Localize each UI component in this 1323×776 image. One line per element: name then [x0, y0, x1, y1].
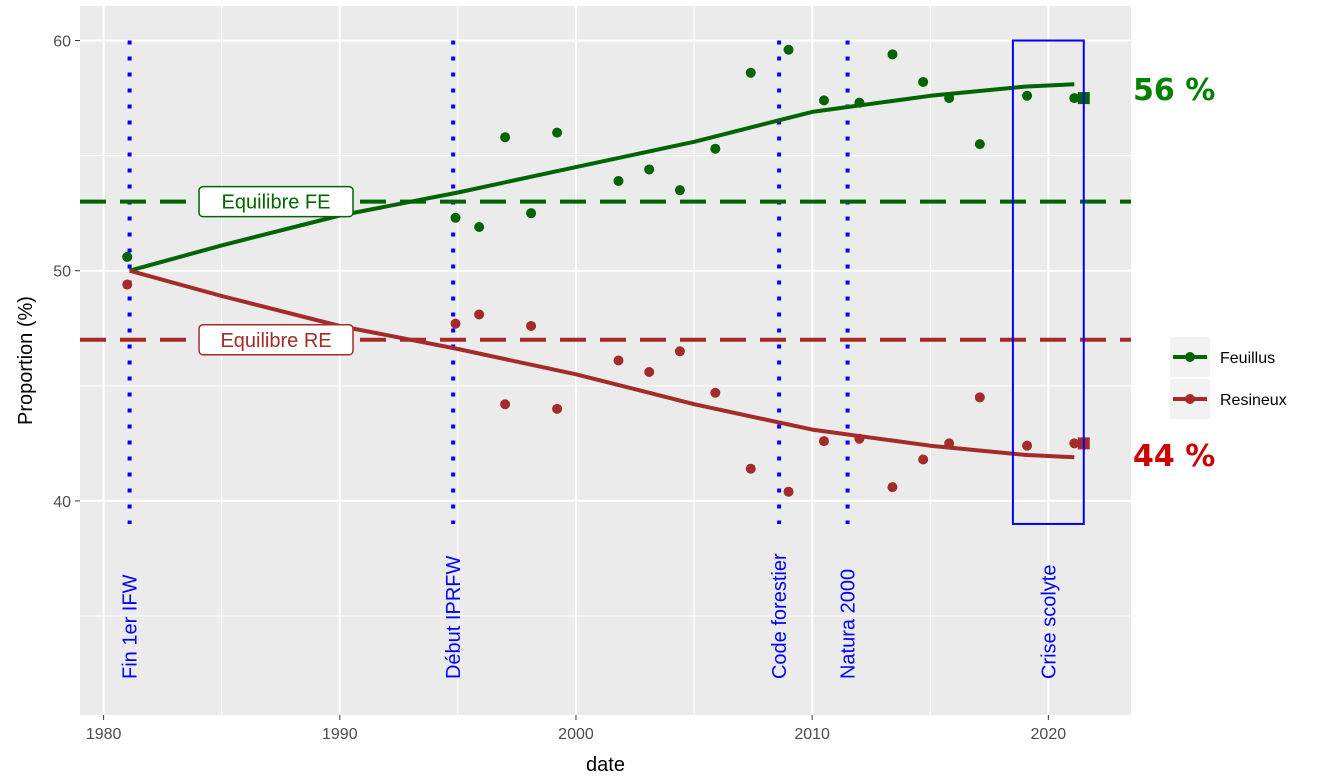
x-tick-label: 1990	[322, 726, 358, 743]
equilibrium-label: Equilibre RE	[220, 330, 331, 352]
x-tick-label: 1980	[86, 726, 122, 743]
data-point	[818, 95, 829, 106]
gridlines	[80, 6, 1131, 715]
y-axis-title: Proportion (%)	[15, 296, 37, 425]
percent-annotations: 56 % 44 %	[1133, 73, 1215, 474]
y-tick-label: 60	[53, 34, 71, 51]
data-point	[1022, 440, 1033, 451]
data-point	[1069, 438, 1080, 449]
data-point	[644, 164, 655, 175]
data-point	[526, 208, 537, 219]
data-point	[710, 387, 721, 398]
fit-curve	[129, 268, 1075, 460]
data-points	[122, 44, 1090, 497]
y-tick-label: 50	[53, 264, 71, 281]
data-point	[613, 175, 624, 186]
data-point	[450, 318, 461, 329]
highlight-box-rect	[1011, 39, 1085, 525]
percent-annotation: 44 %	[1133, 439, 1215, 474]
event-labels: Fin 1er IFW Début IPRFW Code forestier Natu…	[120, 553, 1061, 679]
x-tick-label: 2020	[1031, 726, 1067, 743]
data-point	[674, 185, 685, 196]
data-point	[783, 44, 794, 55]
equilibrium-label-box	[198, 185, 354, 218]
legend-label: Resineux	[1220, 392, 1287, 409]
data-point	[500, 399, 511, 410]
event-label: Code forestier	[769, 553, 791, 679]
event-label: Fin 1er IFW	[120, 574, 142, 679]
legend-label: Feuillus	[1220, 350, 1275, 367]
data-point	[918, 76, 929, 87]
data-point	[974, 139, 985, 150]
data-point	[818, 436, 829, 447]
data-point	[450, 212, 461, 223]
data-point	[854, 97, 865, 108]
data-point	[613, 355, 624, 366]
data-point	[1022, 90, 1033, 101]
data-point	[122, 279, 133, 290]
data-point	[944, 93, 955, 104]
data-point	[526, 320, 537, 331]
data-point	[887, 49, 898, 60]
data-point	[974, 392, 985, 403]
x-axis-title: date	[586, 754, 625, 776]
data-point	[500, 132, 511, 143]
data-point	[644, 367, 655, 378]
data-point	[854, 433, 865, 444]
equilibrium-labels: Equilibre FE Equilibre RE	[198, 185, 354, 356]
equilibrium-label-box	[198, 324, 354, 356]
data-point	[918, 454, 929, 465]
percent-annotation: 56 %	[1133, 73, 1215, 108]
data-point	[745, 463, 756, 474]
data-point	[474, 309, 485, 320]
data-point	[552, 127, 563, 138]
event-label: Natura 2000	[838, 569, 860, 679]
x-tick-label: 2010	[794, 726, 830, 743]
y-tick-label: 40	[53, 494, 71, 511]
data-point	[887, 482, 898, 493]
fit-curves	[129, 82, 1075, 460]
plot-panel	[80, 6, 1131, 715]
data-point	[474, 221, 485, 232]
x-tick-label: 2000	[558, 726, 594, 743]
data-point	[1069, 93, 1080, 104]
data-point	[745, 67, 756, 78]
data-point	[944, 438, 955, 449]
data-point	[710, 143, 721, 154]
event-label: Crise scolyte	[1038, 565, 1060, 679]
data-point	[552, 403, 563, 414]
legend-key-point	[1185, 394, 1195, 404]
equilibrium-label: Equilibre FE	[222, 192, 331, 214]
data-point	[674, 346, 685, 357]
event-label: Début IPRFW	[443, 556, 465, 679]
data-point	[122, 251, 133, 262]
fit-curve	[129, 82, 1075, 273]
axes: 1980 1990 2000 2010 2020 40 50 60	[53, 34, 1066, 743]
legend-key-point	[1185, 352, 1195, 362]
legend: Feuillus Resineux	[1170, 337, 1287, 419]
data-point	[783, 486, 794, 497]
highlight-box	[1011, 39, 1085, 525]
